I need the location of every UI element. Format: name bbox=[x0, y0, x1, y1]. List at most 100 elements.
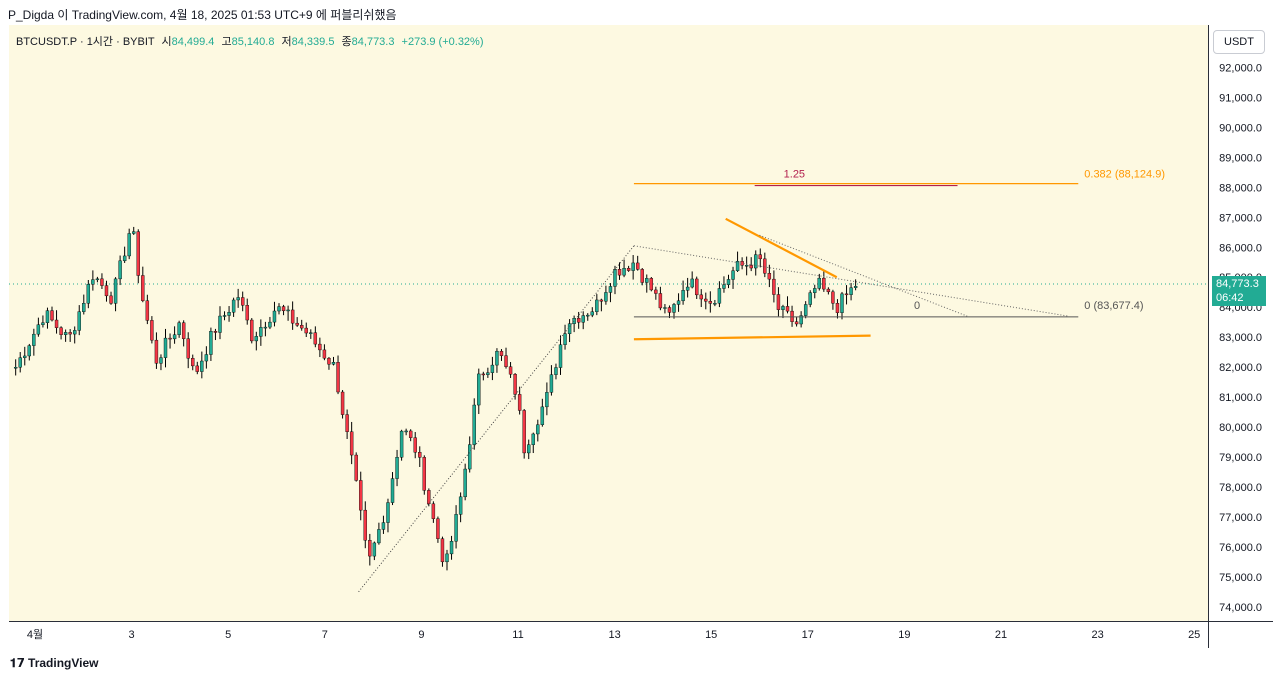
candle-body bbox=[181, 322, 186, 339]
drawing-dotted-lower bbox=[759, 234, 968, 317]
candle-body bbox=[395, 457, 399, 479]
candle-body bbox=[73, 330, 77, 335]
time-tick-label: 11 bbox=[512, 629, 523, 641]
price-tick-label: 81,000.0 bbox=[1219, 392, 1262, 404]
candle-body bbox=[27, 345, 32, 357]
time-tick-label: 23 bbox=[1091, 629, 1103, 641]
candle-body bbox=[345, 414, 349, 432]
candle-body bbox=[381, 522, 386, 530]
candle-body bbox=[604, 292, 608, 302]
drawing-wedge-top bbox=[725, 217, 838, 279]
candle-body bbox=[458, 496, 463, 515]
candle-body bbox=[517, 394, 522, 411]
candle-body bbox=[722, 284, 726, 289]
candle-body bbox=[754, 254, 758, 269]
tradingview-logo-icon: 𝟏𝟳 bbox=[10, 656, 26, 670]
tradingview-logo-text: TradingView bbox=[28, 656, 99, 670]
candle-body bbox=[336, 362, 340, 393]
candle-body bbox=[844, 293, 849, 296]
candle-body bbox=[231, 299, 236, 313]
candle-body bbox=[822, 277, 826, 290]
time-tick-label: 21 bbox=[995, 629, 1007, 641]
candle-body bbox=[13, 367, 18, 369]
candle-body bbox=[708, 300, 713, 304]
candle-body bbox=[213, 331, 218, 333]
symbol-label[interactable]: BTCUSDT.P · 1시간 · BYBIT bbox=[16, 36, 155, 48]
close-value: 84,773.3 bbox=[351, 36, 395, 48]
candle-body bbox=[531, 433, 535, 445]
price-tick-label: 86,000.0 bbox=[1219, 242, 1262, 254]
time-tick-label: 19 bbox=[898, 629, 910, 641]
candle-body bbox=[159, 357, 163, 364]
candle-body bbox=[154, 339, 159, 364]
candle-body bbox=[472, 404, 476, 445]
candle-body bbox=[704, 298, 708, 302]
candle-body bbox=[463, 468, 467, 498]
chart-plot-area[interactable] bbox=[9, 25, 1208, 621]
candle-body bbox=[68, 332, 72, 335]
candle-body bbox=[640, 269, 644, 283]
candle-body bbox=[263, 326, 268, 329]
candle-body bbox=[104, 285, 109, 297]
price-tick-label: 87,000.0 bbox=[1219, 212, 1262, 224]
price-tick-label: 80,000.0 bbox=[1219, 422, 1262, 434]
candle-body bbox=[222, 315, 227, 317]
candle-body bbox=[204, 354, 209, 362]
candle-body bbox=[776, 294, 781, 310]
time-tick-label: 9 bbox=[418, 629, 424, 641]
candle-body bbox=[794, 321, 799, 325]
price-tick-label: 82,000.0 bbox=[1219, 362, 1262, 374]
currency-button[interactable]: USDT bbox=[1213, 30, 1265, 54]
candle-body bbox=[499, 350, 504, 356]
candle-body bbox=[717, 288, 722, 304]
candle-body bbox=[749, 265, 753, 269]
high-label: 고 bbox=[221, 36, 232, 48]
candle-body bbox=[681, 290, 685, 302]
candle-body bbox=[549, 374, 554, 393]
fib-0-label: 0 bbox=[914, 300, 920, 312]
candle-body bbox=[281, 306, 286, 312]
candle-body bbox=[645, 278, 649, 283]
candle-body bbox=[163, 337, 168, 358]
symbol-legend: BTCUSDT.P · 1시간 · BYBIT 시84,499.4 고85,14… bbox=[16, 33, 484, 49]
candle-body bbox=[468, 444, 472, 470]
price-tick-label: 78,000.0 bbox=[1219, 482, 1262, 494]
candle-body bbox=[490, 364, 495, 373]
candle-body bbox=[576, 318, 581, 323]
time-axis[interactable] bbox=[9, 621, 1208, 648]
time-tick-label: 3 bbox=[129, 629, 135, 641]
tradingview-logo[interactable]: 𝟏𝟳 TradingView bbox=[10, 656, 99, 671]
candle-body bbox=[349, 431, 354, 456]
candle-body bbox=[731, 270, 735, 280]
candle-body bbox=[613, 268, 617, 287]
publish-caption: P_Digda 이 TradingView.com, 4월 18, 2025 0… bbox=[8, 8, 397, 22]
price-tick-label: 88,000.0 bbox=[1219, 182, 1262, 194]
candle-body bbox=[109, 295, 113, 304]
price-tick-label: 75,000.0 bbox=[1219, 572, 1262, 584]
candle-body bbox=[86, 284, 91, 304]
price-tick-label: 74,000.0 bbox=[1219, 602, 1262, 614]
candle-body bbox=[390, 478, 395, 503]
candle-body bbox=[445, 553, 449, 563]
candle-body bbox=[318, 343, 322, 351]
price-tick-label: 76,000.0 bbox=[1219, 542, 1262, 554]
candle-body bbox=[295, 322, 299, 326]
candle-body bbox=[558, 344, 563, 368]
candle-body bbox=[300, 325, 304, 329]
open-value: 84,499.4 bbox=[171, 36, 215, 48]
candle-body bbox=[735, 261, 740, 271]
candle-body bbox=[785, 306, 790, 312]
candle-body bbox=[540, 406, 545, 425]
candle-body bbox=[840, 293, 844, 313]
candle-body bbox=[699, 294, 703, 300]
candle-body bbox=[77, 311, 81, 331]
candle-body bbox=[113, 278, 118, 304]
candle-body bbox=[272, 310, 277, 323]
price-axis[interactable] bbox=[1208, 25, 1273, 621]
candle-body bbox=[172, 334, 177, 340]
candle-body bbox=[522, 410, 526, 454]
candle-body bbox=[36, 324, 41, 335]
candle-body bbox=[41, 322, 45, 325]
candle-body bbox=[626, 268, 631, 271]
candle-body bbox=[672, 304, 676, 313]
